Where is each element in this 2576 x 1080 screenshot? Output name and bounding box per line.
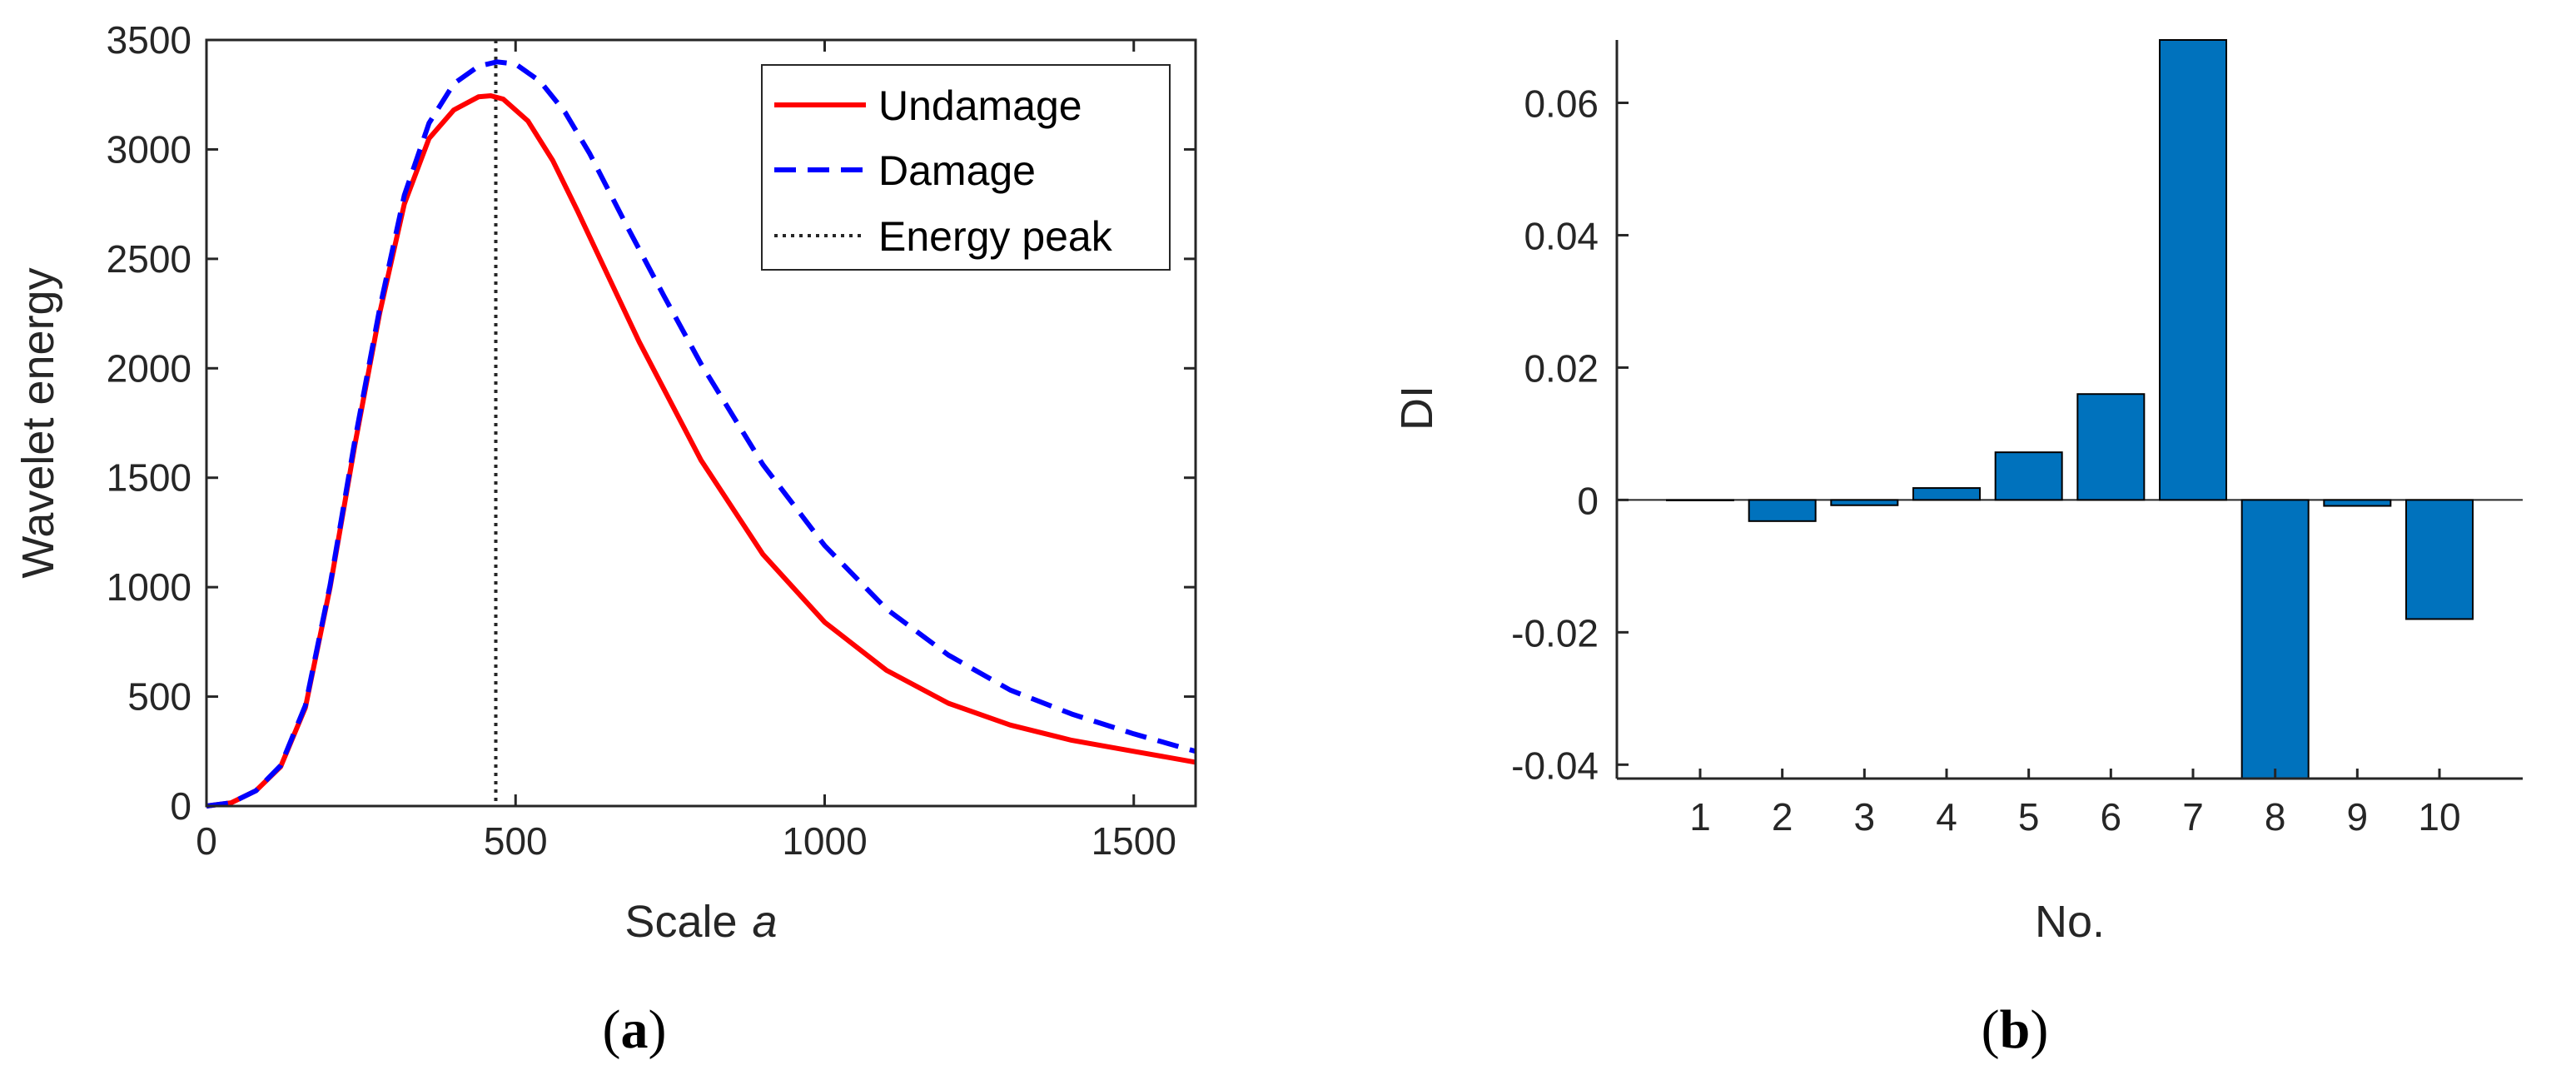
x-tick-label: 7 (2182, 795, 2204, 839)
chart-a: 0 500 1000 1500 0 500 1000 1500 2000 2500 3000 3500… (13, 18, 1197, 1060)
series-line-damage (206, 59, 1196, 809)
y-tick-label: 3500 (107, 18, 191, 62)
bar-7 (2159, 39, 2227, 501)
x-tick-label: 6 (2101, 795, 2122, 839)
bar-8 (2240, 499, 2310, 779)
bar-5 (1994, 451, 2063, 501)
x-tick-label: 500 (484, 819, 548, 863)
y-tick-label: 1500 (107, 456, 191, 500)
y-tick-label: 3000 (107, 127, 191, 171)
x-tick-label: 2 (1772, 795, 1793, 839)
y-tick-label: 2500 (107, 237, 191, 281)
y-tick-label: -0.04 (1511, 744, 1599, 787)
y-tick-label: 0.06 (1524, 82, 1599, 126)
chart-b-xlabel: No. (2035, 897, 2105, 947)
bar-2 (1748, 499, 1817, 522)
y-tick-label: 0 (170, 784, 191, 828)
caption-a: (a) (603, 999, 667, 1060)
y-tick-label: -0.02 (1511, 611, 1599, 654)
x-tick-label: 4 (1936, 795, 1957, 839)
x-tick-label: 1000 (782, 819, 867, 863)
chart-b: 1 2 3 4 5 6 7 8 9 10 -0.04 -0.02 0 0.02 0.04 0.06 No. D… (1392, 39, 2523, 1060)
x-tick-label: 5 (2018, 795, 2040, 839)
legend-label-energy-peak: Energy peak (878, 213, 1113, 260)
x-tick-label: 10 (2418, 795, 2460, 839)
y-tick-label: 0.04 (1524, 214, 1599, 257)
legend-label-damage: Damage (878, 147, 1036, 194)
y-tick-label: 0 (1577, 479, 1599, 522)
legend-label-undamage: Undamage (878, 82, 1082, 129)
y-tick-label: 2000 (107, 346, 191, 390)
x-tick-label: 3 (1854, 795, 1876, 839)
chart-a-axes-box (205, 38, 1197, 808)
chart-a-ylabel: Wavelet energy (13, 267, 63, 578)
y-tick-label: 1000 (107, 565, 191, 609)
legend-box (761, 64, 1171, 271)
bar-3 (1830, 499, 1899, 506)
chart-a-xlabel: Scale a (624, 897, 777, 947)
x-tick-label: 1 (1689, 795, 1711, 839)
y-tick-label: 500 (127, 675, 191, 719)
bar-10 (2405, 499, 2474, 620)
chart-a-legend: Undamage Damage Energy peak (761, 64, 1171, 271)
bar-9 (2323, 499, 2392, 507)
bar-6 (2076, 393, 2146, 501)
x-tick-label: 8 (2265, 795, 2286, 839)
x-tick-label: 9 (2347, 795, 2369, 839)
chart-b-ylabel: DI (1392, 386, 1442, 431)
x-tick-label: 0 (196, 819, 217, 863)
bar-4 (1912, 487, 1981, 501)
x-tick-label: 1500 (1092, 819, 1176, 863)
caption-b: (b) (1982, 999, 2049, 1060)
y-tick-label: 0.02 (1524, 346, 1599, 390)
